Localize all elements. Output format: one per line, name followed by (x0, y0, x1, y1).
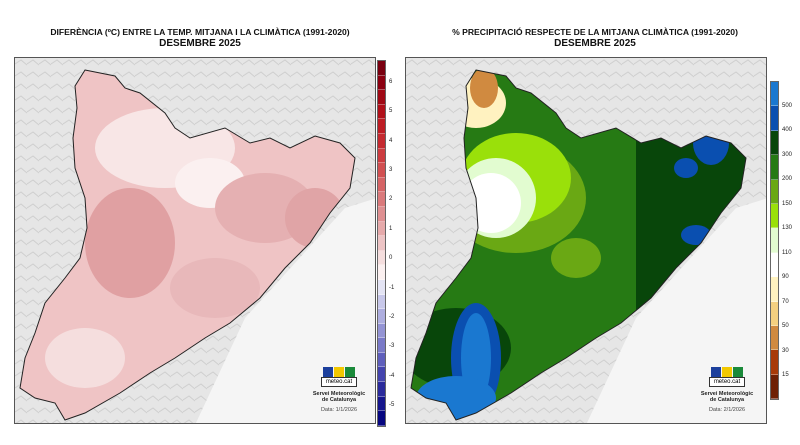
legend-swatch (771, 179, 778, 204)
legend-swatch (771, 301, 778, 326)
legend-swatch (378, 104, 385, 120)
legend-swatch (378, 411, 385, 426)
legend-tick-label: 200 (782, 176, 793, 183)
logo-brand: meteo.cat (321, 377, 357, 387)
legend-tick-label: 400 (782, 127, 793, 134)
legend-tick-label: 6 (389, 79, 393, 86)
legend-swatch (378, 90, 385, 105)
legend-swatch (771, 203, 778, 229)
temperature-subtitle: DESEMBRE 2025 (159, 38, 241, 49)
precipitation-legend-labels: 500 400 300 200 150 130 110 90 70 50 30 15 (782, 81, 798, 400)
legend-swatch (378, 177, 385, 193)
logo-org-line1: Servei Meteorològic (700, 391, 754, 397)
legend-swatch (771, 277, 778, 302)
legend-swatch (378, 163, 385, 178)
legend-swatch (771, 350, 778, 375)
legend-tick-label: 5 (389, 108, 393, 115)
legend-swatch (771, 155, 778, 180)
legend-swatch (771, 130, 778, 156)
temperature-anomaly-map: meteo.cat Servei Meteorològic de Catalun… (14, 57, 376, 424)
precipitation-title-text: % PRECIPITACIÓ RESPECTE DE LA MITJANA CL… (452, 27, 738, 37)
legend-swatch (378, 309, 385, 324)
legend-swatch (378, 119, 385, 134)
precipitation-map-title: % PRECIPITACIÓ RESPECTE DE LA MITJANA CL… (425, 27, 765, 50)
precipitation-subtitle: DESEMBRE 2025 (554, 38, 636, 49)
legend-tick-label: 110 (782, 249, 792, 256)
legend-swatch (378, 236, 385, 251)
legend-tick-label: 50 (782, 323, 789, 330)
legend-swatch (378, 396, 385, 412)
logo-flags (693, 367, 761, 377)
meteocat-logo: meteo.cat Servei Meteorològic de Catalun… (305, 367, 373, 413)
legend-swatch (378, 323, 385, 339)
legend-tick-label: 500 (782, 102, 793, 109)
legend-tick-label: 130 (782, 225, 793, 232)
legend-swatch (378, 382, 385, 397)
legend-tick-label: -2 (389, 313, 395, 320)
legend-tick-label: 15 (782, 372, 789, 379)
legend-swatch (378, 294, 385, 310)
legend-tick-label: 0 (389, 255, 393, 262)
precipitation-map: meteo.cat Servei Meteorològic de Catalun… (405, 57, 767, 424)
meteocat-logo: meteo.cat Servei Meteorològic de Catalun… (693, 367, 761, 413)
legend-tick-label: 70 (782, 298, 789, 305)
legend-swatch (378, 61, 385, 76)
legend-tick-label: -3 (389, 343, 395, 350)
legend-tick-label: 30 (782, 347, 789, 354)
legend-swatch (378, 192, 385, 207)
legend-swatch (378, 148, 385, 164)
sea-area (586, 198, 766, 423)
legend-swatch (378, 250, 385, 266)
logo-org-line2: de Catalunya (321, 397, 357, 403)
legend-tick-label: 3 (389, 167, 393, 174)
legend-swatch (378, 133, 385, 149)
sea-area (195, 198, 375, 423)
legend-swatch (378, 352, 385, 368)
temperature-legend-bar (377, 60, 386, 427)
legend-swatch (771, 252, 778, 278)
legend-tick-label: 4 (389, 137, 393, 144)
legend-swatch (378, 279, 385, 295)
temperature-legend-labels: 6 5 4 3 2 1 0 -1 -2 -3 -4 -5 (389, 60, 401, 427)
legend-swatch (771, 82, 778, 107)
legend-tick-label: -4 (389, 372, 395, 379)
legend-tick-label: 300 (782, 151, 793, 158)
logo-org-line2: de Catalunya (709, 397, 745, 403)
logo-brand: meteo.cat (709, 377, 745, 387)
legend-swatch (378, 75, 385, 91)
legend-swatch (378, 221, 385, 237)
logo-org-line1: Servei Meteorològic (312, 391, 366, 397)
legend-tick-label: 90 (782, 274, 789, 281)
legend-swatch (771, 106, 778, 131)
temperature-map-title: DIFERÈNCIA (ºC) ENTRE LA TEMP. MITJANA I… (30, 27, 370, 50)
map-date: Data: 1/1/2026 (320, 407, 358, 413)
legend-tick-label: 150 (782, 200, 793, 207)
legend-tick-label: -1 (389, 284, 395, 291)
logo-flags (305, 367, 373, 377)
legend-swatch (378, 206, 385, 222)
map-date: Data: 2/1/2026 (708, 407, 746, 413)
legend-swatch (378, 367, 385, 383)
legend-swatch (378, 265, 385, 280)
legend-swatch (771, 228, 778, 253)
precipitation-map-svg (406, 58, 766, 423)
legend-tick-label: 2 (389, 196, 393, 203)
legend-tick-label: 1 (389, 225, 393, 232)
temperature-title-text: DIFERÈNCIA (ºC) ENTRE LA TEMP. MITJANA I… (50, 27, 350, 37)
legend-swatch (378, 338, 385, 353)
legend-swatch (771, 325, 778, 351)
legend-swatch (771, 374, 778, 400)
temperature-map-svg (15, 58, 375, 423)
precipitation-legend-bar (770, 81, 779, 400)
legend-tick-label: -5 (389, 401, 395, 408)
